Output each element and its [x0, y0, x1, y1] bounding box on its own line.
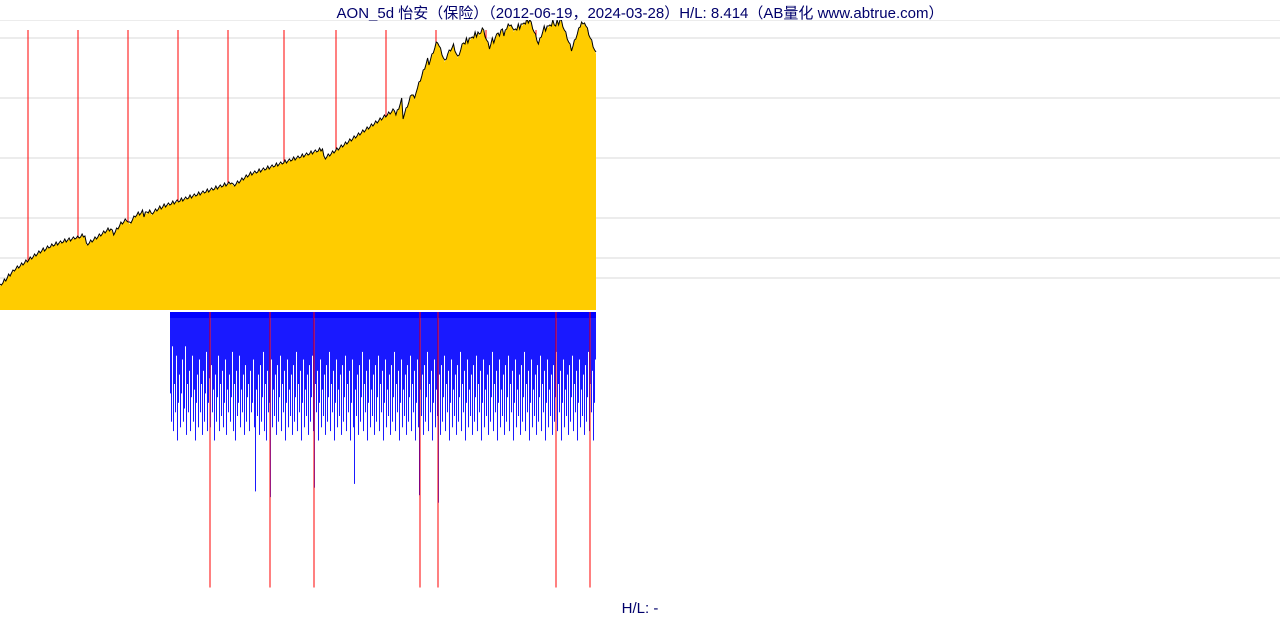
bottom-label: H/L: - — [0, 600, 1280, 617]
chart-svg — [0, 20, 1280, 600]
chart-area — [0, 20, 1280, 600]
